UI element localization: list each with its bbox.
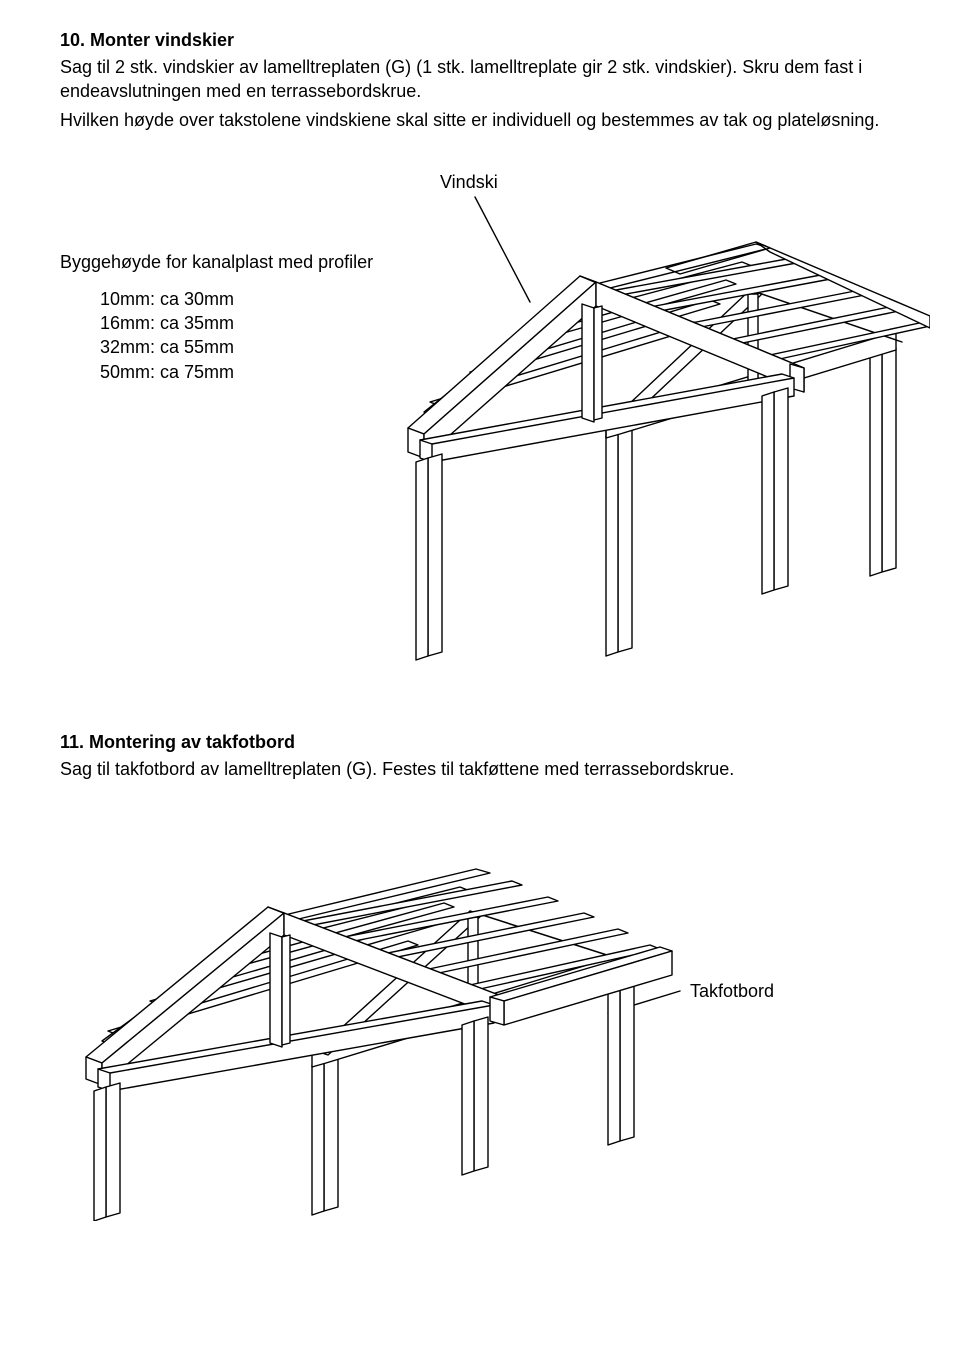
section-11-para-1: Sag til takfotbord av lamelltreplaten (G… (60, 757, 900, 781)
bh-line-3: 50mm: ca 75mm (100, 360, 373, 384)
section-11-heading: 11. Montering av takfotbord (60, 732, 900, 753)
bh-line-2: 32mm: ca 55mm (100, 335, 373, 359)
diagram-2-svg (60, 821, 700, 1221)
section-11: 11. Montering av takfotbord Sag til takf… (60, 732, 900, 1231)
build-height-block: Byggehøyde for kanalplast med profiler 1… (60, 252, 373, 384)
diagram-2-block: Takfotbord (60, 801, 900, 1231)
section-10: 10. Monter vindskier Sag til 2 stk. vind… (60, 30, 900, 692)
bh-line-0: 10mm: ca 30mm (100, 287, 373, 311)
build-height-title: Byggehøyde for kanalplast med profiler (60, 252, 373, 273)
section-10-para-1: Sag til 2 stk. vindskier av lamelltrepla… (60, 55, 900, 104)
section-10-para-2: Hvilken høyde over takstolene vindskiene… (60, 108, 900, 132)
bh-line-1: 16mm: ca 35mm (100, 311, 373, 335)
takfotbord-label: Takfotbord (690, 981, 774, 1002)
diagram-1-block: Vindski Byggehøyde for kanalplast med pr… (60, 172, 900, 692)
diagram-1-svg (390, 182, 930, 662)
section-10-heading: 10. Monter vindskier (60, 30, 900, 51)
